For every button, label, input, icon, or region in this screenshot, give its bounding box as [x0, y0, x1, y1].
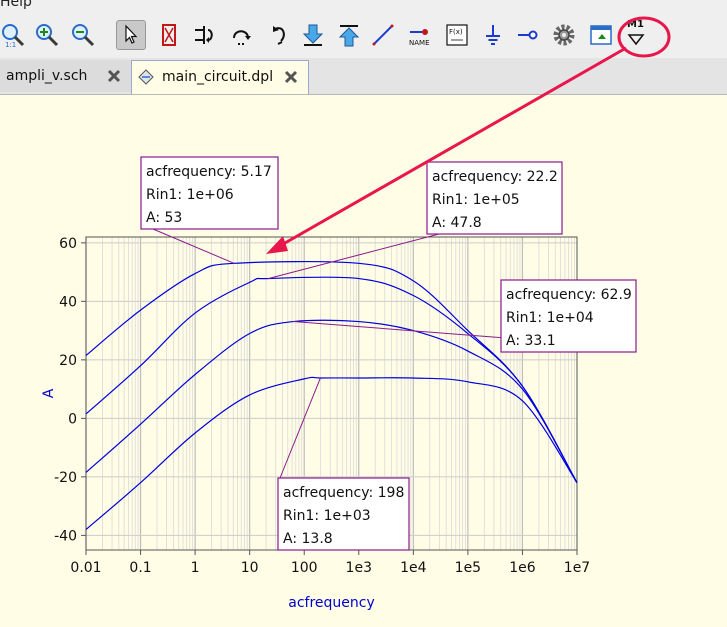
deactivate-button[interactable] — [156, 22, 182, 48]
marker-box[interactable] — [140, 156, 279, 230]
port-button[interactable] — [515, 22, 541, 48]
view-data-icon — [590, 25, 612, 45]
rotate-button[interactable] — [228, 22, 254, 48]
zoom-out-button[interactable] — [70, 22, 96, 48]
marker-label: Rin1: 1e+05 — [432, 192, 520, 208]
x-tick-label: 0.01 — [70, 560, 101, 576]
mirror-button[interactable] — [192, 22, 218, 48]
cursor-arrow-icon — [125, 24, 138, 44]
marker-label: acfrequency: 22.2 — [432, 169, 558, 185]
y-tick-label: 60 — [59, 236, 77, 252]
wire-label-button[interactable]: NAME — [406, 22, 436, 48]
magnifier-1to1-icon: 1:1 — [2, 24, 25, 48]
equation-button[interactable]: F(x) — [444, 22, 470, 48]
tab-main-circuit-dpl[interactable]: main_circuit.dpl — [131, 60, 309, 94]
ground-icon — [486, 25, 500, 45]
rotate-icon — [233, 30, 251, 45]
y-tick-label: 0 — [68, 411, 77, 427]
zoom-in-button[interactable] — [34, 22, 60, 48]
enter-subcircuit-button[interactable] — [266, 22, 292, 48]
tab-label: main_circuit.dpl — [162, 69, 274, 85]
y-axis-label: A — [41, 388, 57, 398]
magnifier-minus-icon — [72, 24, 95, 47]
trace-line — [85, 319, 578, 484]
port-icon — [518, 30, 538, 40]
marker-leader-line — [293, 321, 502, 339]
menu-bar: Help — [0, 0, 727, 14]
axis-ticks: 0.01 0.1 1 10 100 1e3 1e4 1e5 1e6 1e7 60 40 20 0 -20 -4… — [54, 236, 590, 576]
y-tick-label: 40 — [59, 294, 77, 310]
y-tick-label: -20 — [54, 470, 77, 486]
x-tick-label: 10 — [241, 560, 259, 576]
marker-label: A: 13.8 — [283, 531, 333, 547]
x-tick-label: 1 — [191, 560, 200, 576]
x-tick-label: 1e6 — [509, 560, 536, 576]
marker-button[interactable]: M1 — [623, 19, 649, 48]
trace-line — [85, 276, 578, 484]
x-tick-label: 100 — [291, 560, 318, 576]
x-tick-label: 1e3 — [346, 560, 372, 576]
x-tick-label: 1e7 — [564, 560, 590, 576]
wire-icon — [372, 24, 394, 46]
pop-up-button[interactable] — [336, 22, 362, 48]
x-tick-label: 0.1 — [129, 560, 151, 576]
y-tick-label: -40 — [54, 528, 77, 544]
tab-bar: ampli_v.sch main_circuit.dpl — [0, 58, 727, 95]
y-tick-label: 20 — [59, 353, 77, 369]
menu-help[interactable]: Help — [0, 0, 32, 10]
view-data-button[interactable] — [588, 22, 614, 48]
wire-label-icon — [410, 29, 428, 35]
marker-label: Rin1: 1e+04 — [506, 310, 594, 326]
marker-label: acfrequency: 62.9 — [506, 287, 632, 303]
tab-ampli-v-sch[interactable]: ampli_v.sch — [0, 60, 131, 92]
deactivate-component-icon — [162, 24, 176, 46]
mirror-icon — [195, 26, 213, 44]
zoom-1to1-button[interactable]: 1:1 — [0, 22, 26, 48]
arrow-up-icon — [338, 25, 360, 47]
bode-plot: 0.01 0.1 1 10 100 1e3 1e4 1e5 1e6 1e7 60 40 20 0 -20 -4… — [41, 156, 637, 611]
equation-icon — [446, 24, 468, 46]
marker-layer: acfrequency: 5.17 Rin1: 1e+06 A: 53 acfrequ… — [140, 156, 637, 551]
marker-label: acfrequency: 198 — [283, 485, 404, 501]
x-axis-label: acfrequency — [288, 595, 375, 611]
marker-box[interactable] — [500, 279, 637, 353]
marker-label: Rin1: 1e+06 — [146, 187, 234, 203]
toolbar: 1:1 NAME F(x) — [0, 14, 727, 58]
x-tick-label: 1e4 — [400, 560, 427, 576]
gear-icon — [553, 24, 575, 46]
marker-label: A: 33.1 — [506, 333, 556, 349]
marker-button-text: M1 — [627, 19, 644, 30]
marker-label: acfrequency: 5.17 — [146, 164, 272, 180]
marker-label: A: 47.8 — [432, 215, 482, 231]
marker-label: Rin1: 1e+03 — [283, 508, 371, 524]
select-button[interactable] — [116, 20, 146, 50]
x-tick-label: 1e5 — [455, 560, 481, 576]
arrow-down-icon — [302, 24, 324, 46]
marker-label: A: 53 — [146, 210, 182, 226]
wire-label-text: NAME — [409, 39, 430, 47]
magnifier-plus-icon — [36, 24, 59, 47]
rotate-ccw-icon — [273, 26, 285, 45]
simulate-button[interactable] — [551, 22, 577, 48]
ground-button[interactable] — [480, 22, 506, 48]
close-icon[interactable] — [106, 68, 122, 84]
close-icon[interactable] — [283, 69, 299, 85]
tab-label: ampli_v.sch — [6, 68, 88, 84]
marker-leader-line — [152, 228, 235, 264]
push-down-button[interactable] — [300, 22, 326, 48]
equation-text: F(x) — [449, 28, 463, 36]
svg-text:1:1: 1:1 — [5, 41, 16, 48]
marker-leader-line — [279, 377, 321, 479]
wire-button[interactable] — [370, 22, 396, 48]
marker-box[interactable] — [277, 477, 410, 551]
diagram-file-icon — [138, 69, 154, 85]
